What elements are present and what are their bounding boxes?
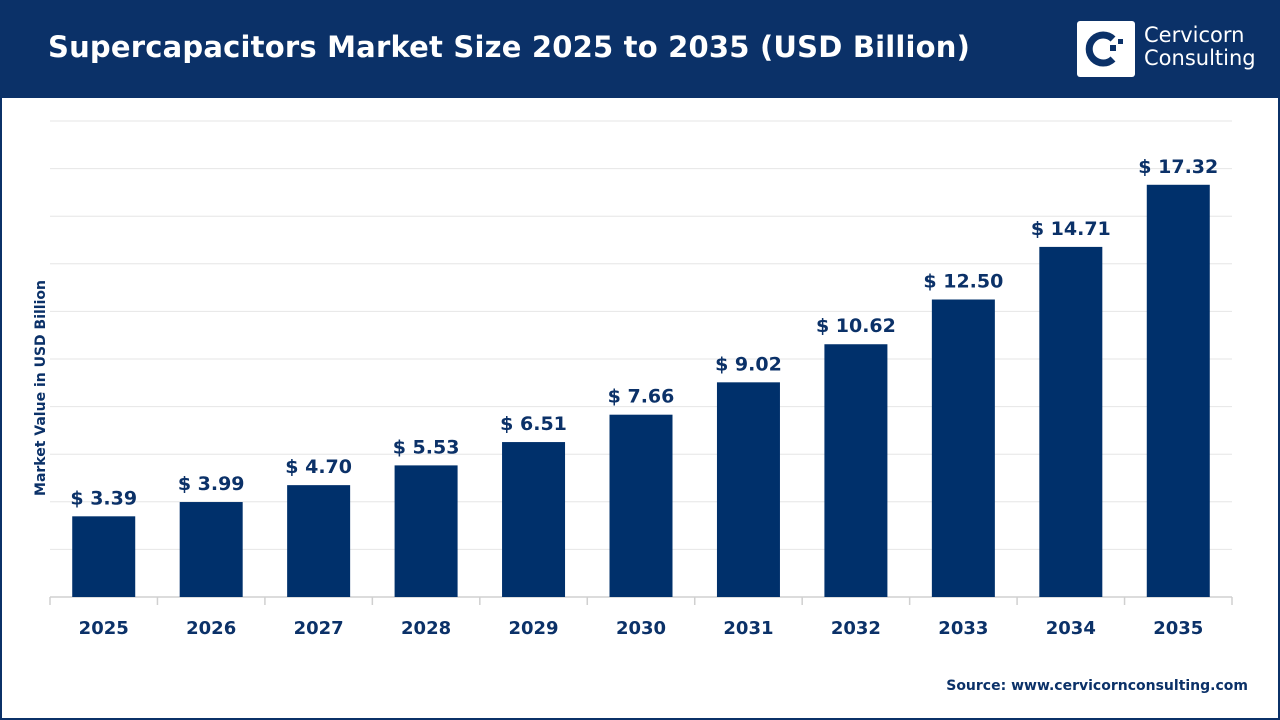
x-tick-label-2032: 2032	[831, 618, 881, 639]
x-tick-label-2026: 2026	[186, 618, 236, 639]
bar-2028	[394, 465, 458, 597]
data-label-2028: $ 5.53	[393, 436, 460, 458]
logo-line-1: Cervicorn	[1144, 23, 1245, 47]
header-bar: Supercapacitors Market Size 2025 to 2035…	[0, 0, 1280, 98]
logo-text: Cervicorn Consulting	[1144, 24, 1256, 70]
data-label-2031: $ 9.02	[715, 353, 782, 375]
data-label-2035: $ 17.32	[1138, 156, 1218, 178]
bar-2026	[179, 502, 243, 597]
x-tick-label-2028: 2028	[401, 618, 451, 639]
data-label-2032: $ 10.62	[816, 315, 896, 337]
chart-title: Supercapacitors Market Size 2025 to 2035…	[48, 30, 971, 64]
data-label-2027: $ 4.70	[285, 456, 352, 478]
data-label-2034: $ 14.71	[1031, 218, 1111, 240]
x-tick-label-2035: 2035	[1153, 618, 1203, 639]
bar-2031	[716, 382, 780, 597]
data-label-2029: $ 6.51	[500, 413, 567, 435]
data-label-2030: $ 7.66	[608, 386, 675, 408]
x-tick-label-2031: 2031	[723, 618, 773, 639]
x-tick-label-2029: 2029	[508, 618, 558, 639]
x-tick-label-2025: 2025	[79, 618, 129, 639]
bar-2030	[609, 414, 673, 597]
bar-2029	[502, 442, 566, 597]
bar-2025	[72, 516, 136, 597]
bar-2035	[1146, 184, 1210, 597]
bar-2033	[931, 299, 995, 597]
x-tick-label-2027: 2027	[294, 618, 344, 639]
x-tick-label-2033: 2033	[938, 618, 988, 639]
x-tick-label-2030: 2030	[616, 618, 666, 639]
data-label-2026: $ 3.99	[178, 473, 245, 495]
cervicorn-logo-icon	[1077, 21, 1135, 77]
data-label-2033: $ 12.50	[923, 271, 1003, 293]
logo-line-2: Consulting	[1144, 46, 1256, 70]
bar-2032	[824, 344, 888, 597]
source-text: Source: www.cervicornconsulting.com	[946, 678, 1248, 694]
x-tick-label-2034: 2034	[1046, 618, 1096, 639]
bar-2034	[1039, 246, 1103, 598]
data-label-2025: $ 3.39	[70, 487, 137, 509]
bar-2027	[287, 485, 351, 597]
